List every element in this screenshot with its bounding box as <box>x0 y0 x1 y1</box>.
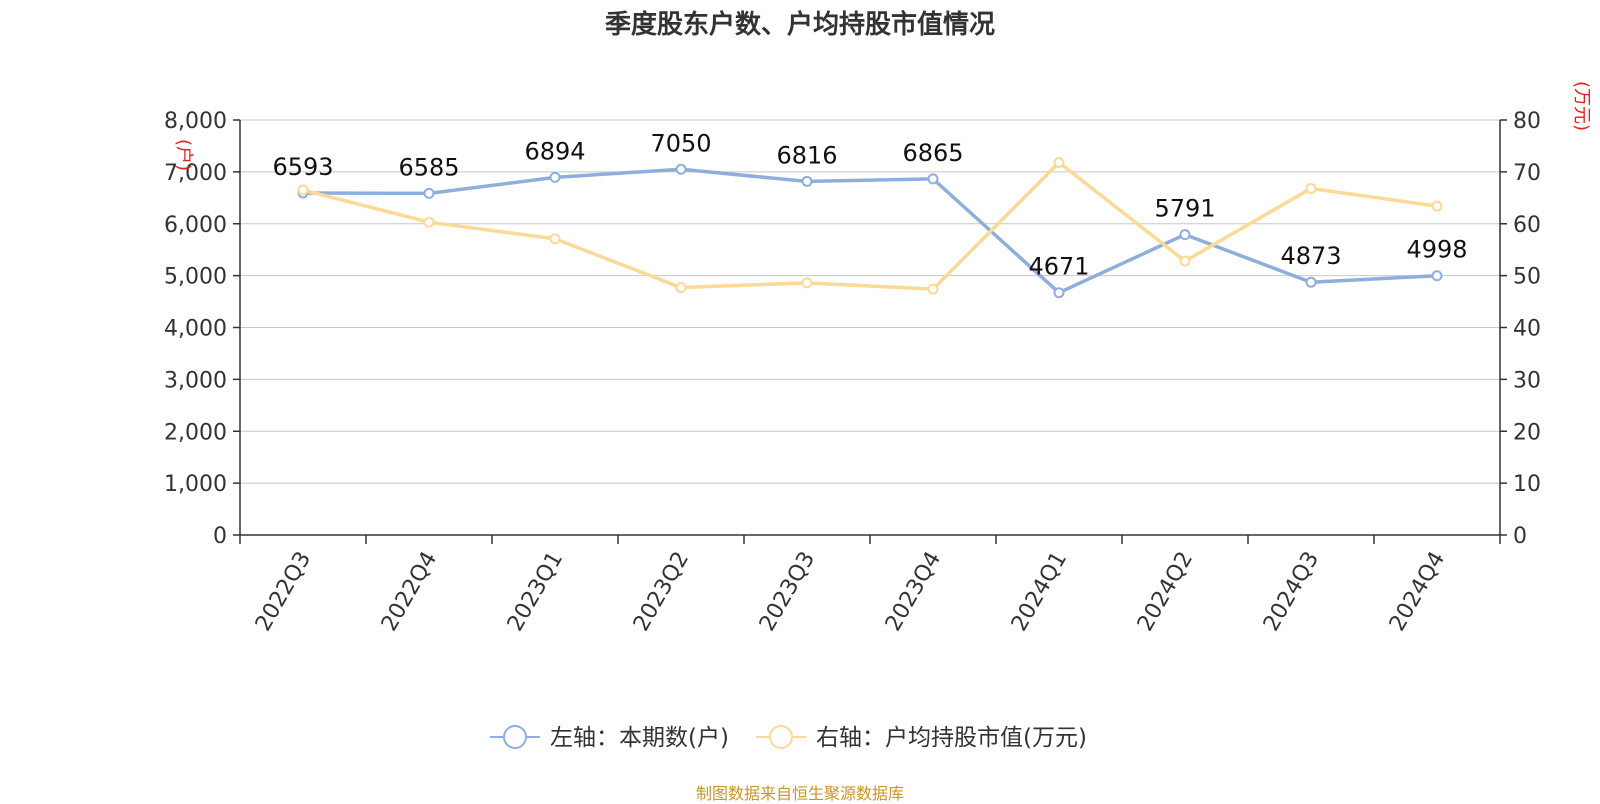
series-line-avg-market-value <box>301 160 1439 291</box>
x-axis-tick-label: 2024Q3 <box>1259 548 1324 636</box>
left-axis-unit-label: (户) <box>173 139 194 171</box>
source-note: 制图数据来自恒生聚源数据库 <box>695 784 904 803</box>
legend-item-avg-market-value: 右轴：户均持股市值(万元) <box>756 725 1087 751</box>
data-point <box>675 282 687 294</box>
right-axis-tick-label: 60 <box>1513 213 1541 238</box>
data-label: 6593 <box>272 153 333 181</box>
x-axis-tick-label: 2024Q2 <box>1133 548 1198 636</box>
x-axis-tick-label: 2022Q3 <box>251 548 316 636</box>
left-axis-tick-label: 7,000 <box>164 161 227 186</box>
data-label: 6894 <box>524 137 585 165</box>
legend-label: 右轴：户均持股市值(万元) <box>816 725 1087 751</box>
legend-label: 左轴：本期数(户) <box>550 725 729 751</box>
data-label: 6585 <box>398 153 459 181</box>
x-axis-tick-label: 2024Q4 <box>1385 548 1450 636</box>
data-point <box>297 184 309 196</box>
data-label: 5791 <box>1154 195 1215 223</box>
data-label: 4998 <box>1406 236 1467 264</box>
legend-marker-icon <box>503 725 527 749</box>
right-axis-tick-label: 70 <box>1513 161 1541 186</box>
data-point <box>675 163 687 175</box>
data-point <box>1179 255 1191 267</box>
right-axis-tick-label: 40 <box>1513 317 1541 342</box>
data-point <box>423 187 435 199</box>
right-axis-tick-label: 10 <box>1513 472 1541 497</box>
axis-layer: 0 0 1,000 10 2,000 20 3,000 30 4,000 40 5,000 50 6,0… <box>164 109 1541 636</box>
legend-item-holders: 左轴：本期数(户) <box>490 725 729 751</box>
right-axis-tick-label: 80 <box>1513 109 1541 134</box>
data-point <box>549 233 561 245</box>
data-label: 7050 <box>650 129 711 157</box>
series-layer <box>297 157 1443 299</box>
legend-marker-icon <box>769 725 793 749</box>
data-label: 4671 <box>1028 253 1089 281</box>
data-label: 6865 <box>902 139 963 167</box>
data-point <box>927 173 939 185</box>
x-axis-tick-label: 2023Q4 <box>881 548 946 636</box>
left-axis-tick-label: 0 <box>213 524 227 549</box>
data-point <box>1053 157 1065 169</box>
series-line-holders <box>301 167 1439 295</box>
data-point <box>1305 182 1317 194</box>
data-point <box>1305 276 1317 288</box>
x-axis-tick-label: 2022Q4 <box>377 548 442 636</box>
right-axis-tick-label: 20 <box>1513 420 1541 445</box>
data-point <box>549 171 561 183</box>
left-axis-tick-label: 8,000 <box>164 109 227 134</box>
data-point <box>1179 229 1191 241</box>
right-axis-tick-label: 30 <box>1513 368 1541 393</box>
x-axis-tick-label: 2023Q2 <box>629 548 694 636</box>
data-point <box>1431 270 1443 282</box>
left-axis-tick-label: 1,000 <box>164 472 227 497</box>
left-axis-tick-label: 2,000 <box>164 420 227 445</box>
x-axis-tick-label: 2023Q3 <box>755 548 820 636</box>
data-point <box>927 283 939 295</box>
x-axis-tick-label: 2024Q1 <box>1007 548 1072 636</box>
left-axis-tick-label: 3,000 <box>164 368 227 393</box>
left-axis-tick-label: 6,000 <box>164 213 227 238</box>
grid-layer <box>240 119 1500 536</box>
right-axis-tick-label: 0 <box>1513 524 1527 549</box>
data-label: 4873 <box>1280 242 1341 270</box>
data-point <box>801 175 813 187</box>
legend: 左轴：本期数(户) 右轴：户均持股市值(万元) <box>490 725 1087 751</box>
data-label-layer: 6593 6585 6894 7050 6816 6865 4671 5791 4873 4998 <box>272 129 1467 280</box>
chart-title: 季度股东户数、户均持股市值情况 <box>604 10 995 40</box>
data-label: 6816 <box>776 141 837 169</box>
right-axis-unit-label: (万元) <box>1571 81 1592 131</box>
data-point <box>1431 200 1443 212</box>
data-point <box>801 277 813 289</box>
x-axis-tick-label: 2023Q1 <box>503 548 568 636</box>
left-axis-tick-label: 5,000 <box>164 265 227 290</box>
data-point <box>1053 287 1065 299</box>
data-point <box>423 216 435 228</box>
left-axis-tick-label: 4,000 <box>164 317 227 342</box>
right-axis-tick-label: 50 <box>1513 265 1541 290</box>
